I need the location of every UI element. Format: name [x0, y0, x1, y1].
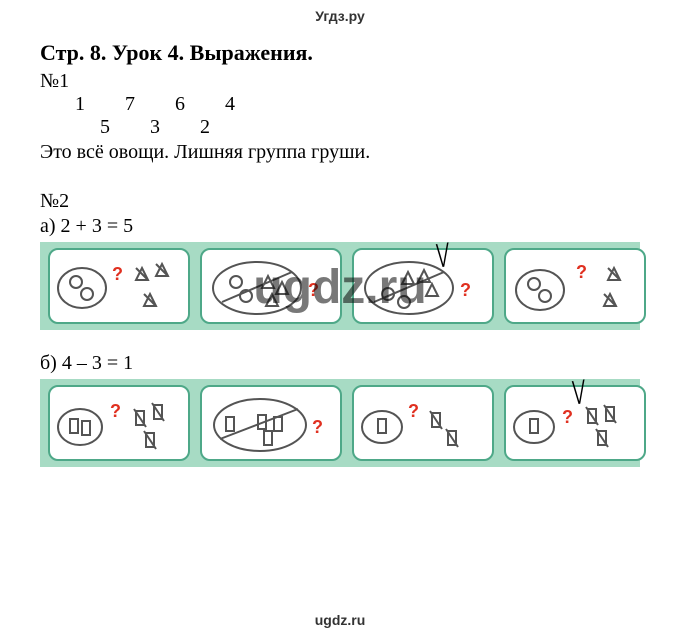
check-icon: ⋁ [571, 374, 585, 407]
task1-numbers-row1: 1 7 6 4 [60, 93, 640, 116]
task2b-panel-1: ? [48, 385, 190, 461]
task1-label: №1 [40, 70, 640, 93]
task2b-label: б) 4 – 3 = 1 [40, 352, 640, 375]
task2b-panel-strip: ? ? [40, 379, 640, 467]
qmark: ? [408, 401, 419, 422]
qmark: ? [562, 407, 573, 428]
watermark-bottom: ugdz.ru [0, 612, 680, 628]
task2b-panel-4: ? ⋁ [504, 385, 646, 461]
qmark: ? [308, 280, 319, 301]
task2a-panel-1-svg [50, 250, 192, 326]
page-content: Стр. 8. Урок 4. Выражения. №1 1 7 6 4 5 … [40, 40, 640, 467]
qmark: ? [110, 401, 121, 422]
task2a-panel-2-svg [202, 250, 344, 326]
task2a-panel-1: ? [48, 248, 190, 324]
task2b-panel-3: ? [352, 385, 494, 461]
lesson-heading: Стр. 8. Урок 4. Выражения. [40, 40, 640, 66]
check-icon: ⋁ [435, 237, 449, 270]
task2a-panel-2: ? [200, 248, 342, 324]
watermark-top: Угдз.ру [0, 8, 680, 24]
task1-answer-text: Это всё овощи. Лишняя группа груши. [40, 141, 640, 164]
task2a-panel-strip: ? ? [40, 242, 640, 330]
task2a-label: а) 2 + 3 = 5 [40, 215, 640, 238]
qmark: ? [576, 262, 587, 283]
task2b-panel-1-svg [50, 387, 192, 463]
task2a-panel-3: ? ⋁ [352, 248, 494, 324]
qmark: ? [312, 417, 323, 438]
qmark: ? [112, 264, 123, 285]
task1-numbers-row2: 5 3 2 [60, 116, 640, 139]
task2a-panel-3-svg [354, 250, 496, 326]
task2b-panel-3-svg [354, 387, 496, 463]
task2a-panel-4: ? [504, 248, 646, 324]
task2-label: №2 [40, 190, 640, 213]
qmark: ? [460, 280, 471, 301]
task2b-panel-2: ? [200, 385, 342, 461]
